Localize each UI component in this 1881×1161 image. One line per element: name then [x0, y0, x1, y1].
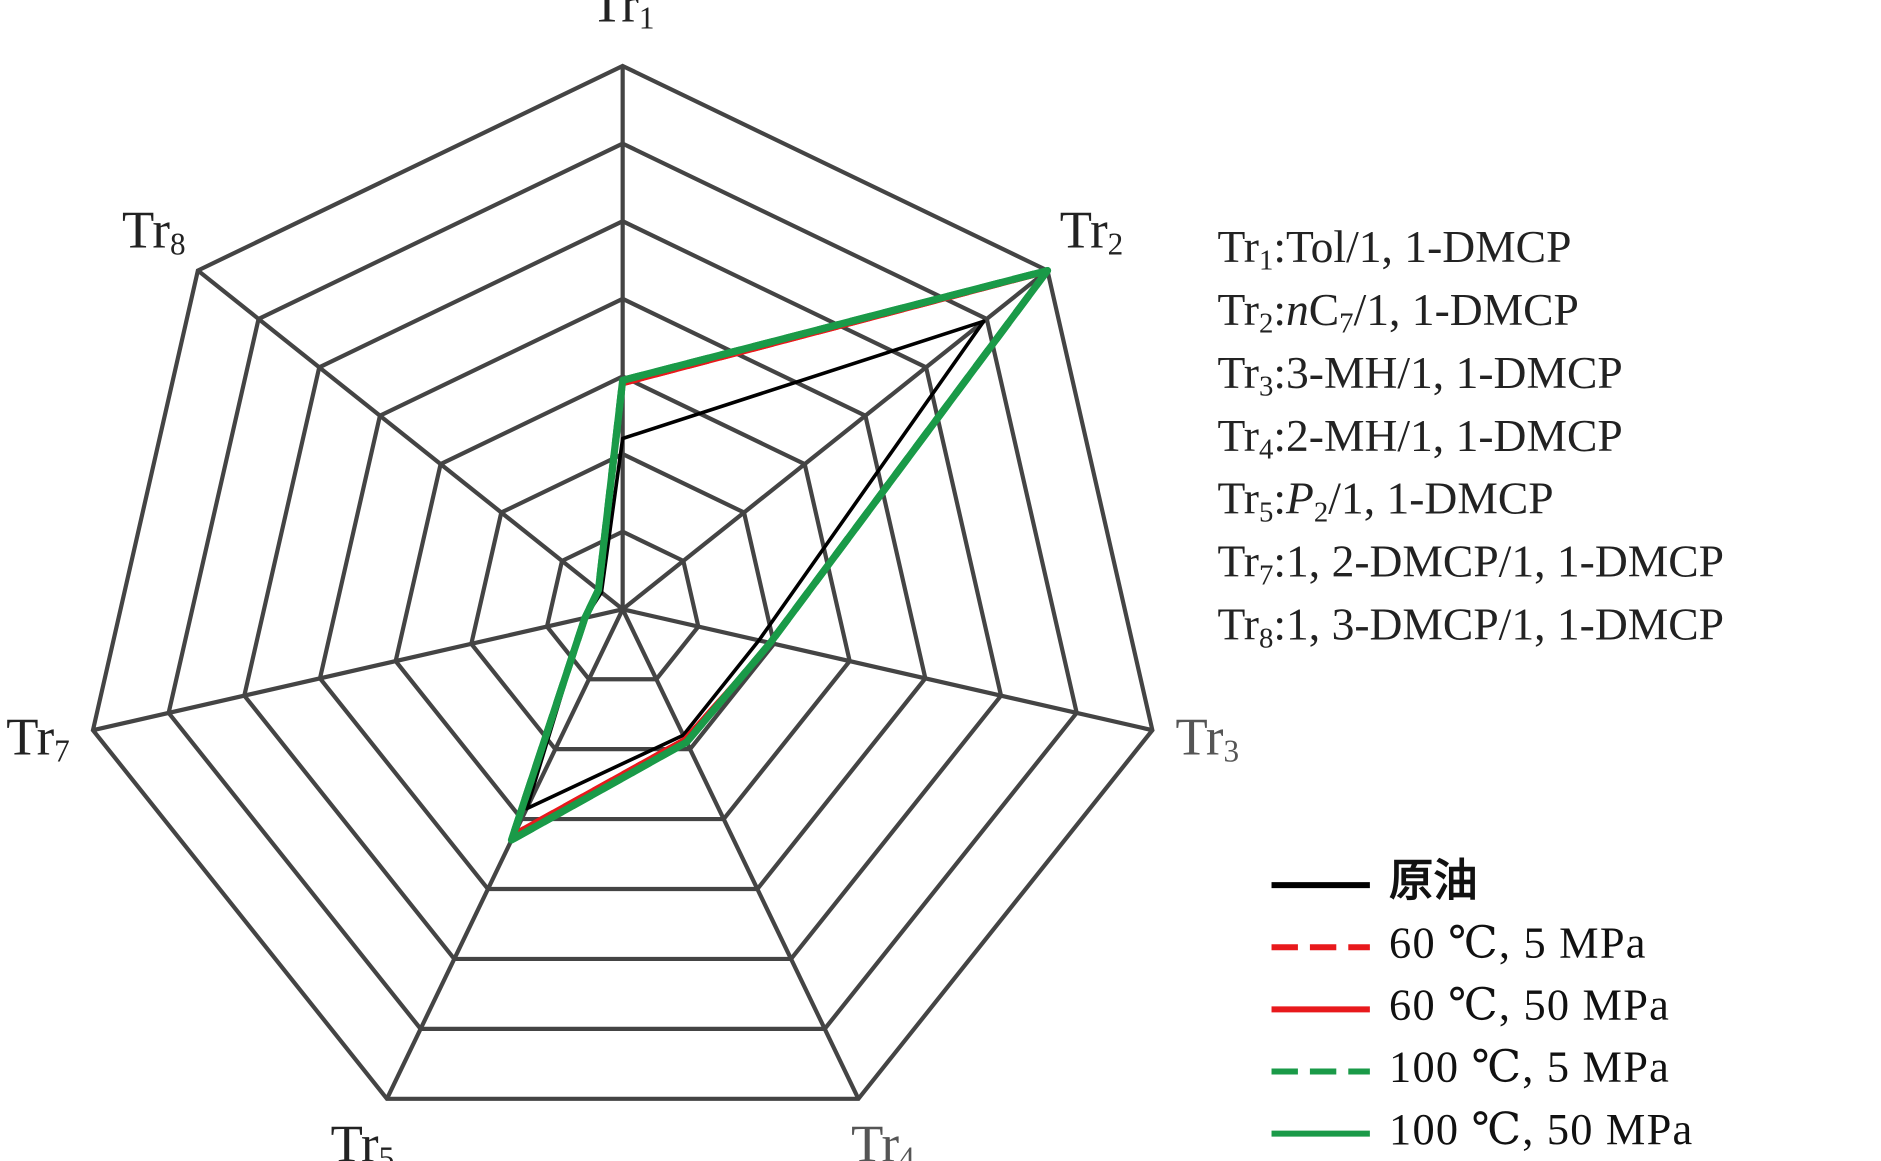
note-sub: 4 — [1259, 433, 1273, 465]
axis-label: Tr1 — [591, 0, 655, 36]
note-text: Tr — [1218, 473, 1259, 524]
axis-label-sub: 8 — [170, 227, 186, 262]
note-text: C — [1309, 284, 1339, 335]
axis-label: Tr7 — [6, 709, 70, 769]
spoke — [385, 608, 625, 1100]
note-text: Tr — [1218, 347, 1259, 398]
grid-ring — [317, 296, 928, 892]
axis-label-sub: 4 — [899, 1141, 915, 1161]
axis-label: Tr5 — [331, 1116, 395, 1161]
note: Tr2:nC7/1, 1-DMCP — [1218, 284, 1579, 339]
axis-label-base: Tr — [851, 1116, 899, 1161]
note: Tr4:2-MH/1, 1-DMCP — [1218, 410, 1623, 465]
axis-label-base: Tr — [6, 709, 54, 767]
note-sub: 7 — [1339, 307, 1353, 339]
legend-label: 60 ℃, 5 MPa — [1389, 917, 1647, 967]
legend-label: 100 ℃, 5 MPa — [1389, 1042, 1670, 1092]
note-sub: 1 — [1259, 244, 1273, 276]
legend-label: 60 ℃, 50 MPa — [1389, 980, 1670, 1030]
note-sub: 5 — [1259, 496, 1273, 528]
note-text: : — [1273, 473, 1286, 524]
spoke — [92, 607, 624, 733]
note-sub: 3 — [1259, 370, 1273, 402]
note-text: : — [1273, 284, 1286, 335]
axis-label: Tr4 — [851, 1116, 915, 1161]
axis-label-base: Tr — [1060, 201, 1108, 259]
spoke — [620, 608, 861, 1100]
axis-label-sub: 1 — [639, 1, 655, 36]
note-text: :2-MH/1, 1-DMCP — [1273, 410, 1622, 461]
axis-label-sub: 3 — [1223, 734, 1239, 769]
grid-ring — [393, 374, 852, 822]
note: Tr8:1, 3-DMCP/1, 1-DMCP — [1218, 599, 1724, 654]
note: Tr3:3-MH/1, 1-DMCP — [1218, 347, 1623, 402]
note-text: n — [1286, 284, 1309, 335]
legend-label: 原油 — [1389, 855, 1478, 905]
note-text: :1, 2-DMCP/1, 1-DMCP — [1273, 536, 1724, 587]
axis-label: Tr8 — [122, 201, 186, 261]
note: Tr5:P2/1, 1-DMCP — [1218, 473, 1554, 528]
legend-label: 100 ℃, 50 MPa — [1389, 1104, 1693, 1154]
axis-label-base: Tr — [1176, 709, 1224, 767]
note-sub: 7 — [1259, 559, 1273, 591]
spoke — [622, 607, 1153, 733]
grid-ring — [166, 141, 1079, 1031]
series-line — [507, 266, 1052, 844]
note-text: Tr — [1218, 599, 1259, 650]
note: Tr7:1, 2-DMCP/1, 1-DMCP — [1218, 536, 1724, 591]
note: Tr1:Tol/1, 1-DMCP — [1218, 221, 1572, 276]
note-text: Tr — [1218, 410, 1259, 461]
note-sub: 8 — [1259, 622, 1273, 654]
axis-label-sub: 5 — [379, 1141, 395, 1161]
note-text: /1, 1-DMCP — [1354, 284, 1579, 335]
grid-ring — [544, 529, 701, 682]
axis-label: Tr2 — [1060, 201, 1124, 261]
spoke — [621, 268, 1049, 611]
axis-label-sub: 7 — [54, 734, 70, 769]
axis-label: Tr3 — [1176, 709, 1240, 769]
note-text: P — [1285, 473, 1314, 524]
axis-label-sub: 2 — [1108, 227, 1124, 262]
axis-label-base: Tr — [591, 0, 639, 34]
note-text: Tr — [1218, 284, 1259, 335]
note-text: Tr — [1218, 536, 1259, 587]
grid-ring — [90, 63, 1155, 1101]
note-text: Tr — [1218, 221, 1259, 272]
grid-ring — [469, 451, 777, 752]
note-text: :Tol/1, 1-DMCP — [1273, 221, 1571, 272]
axis-label-base: Tr — [122, 201, 170, 259]
note-text: :1, 3-DMCP/1, 1-DMCP — [1273, 599, 1724, 650]
note-text: /1, 1-DMCP — [1328, 473, 1553, 524]
axis-label-base: Tr — [331, 1116, 379, 1161]
note-sub: 2 — [1314, 496, 1328, 528]
note-text: :3-MH/1, 1-DMCP — [1273, 347, 1622, 398]
spoke — [196, 268, 624, 611]
note-sub: 2 — [1259, 307, 1273, 339]
